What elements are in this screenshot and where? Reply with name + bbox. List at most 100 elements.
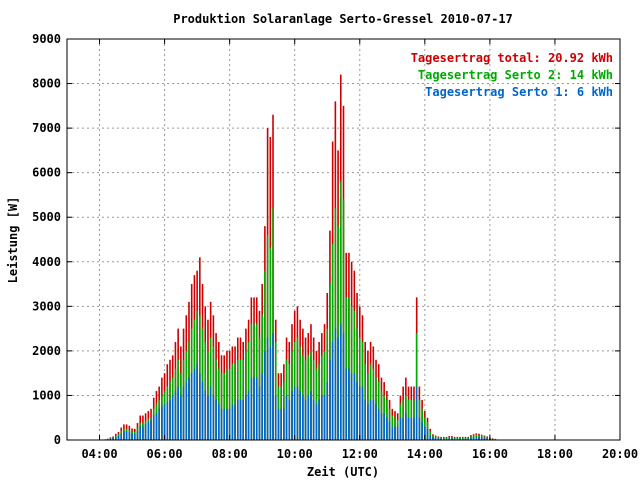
bar-serto-1: [339, 324, 342, 440]
bar-serto-1: [269, 346, 272, 440]
bar-serto-1: [383, 413, 385, 440]
bar-serto-1: [147, 422, 150, 440]
bar-serto-1: [185, 382, 188, 440]
bar-serto-1: [117, 435, 120, 440]
bar-serto-1: [139, 426, 141, 440]
bar-serto-1: [155, 413, 158, 440]
bar-serto-1: [215, 399, 217, 440]
bar-serto-1: [120, 433, 123, 440]
bar-serto-1: [453, 438, 456, 440]
bar-serto-1: [293, 386, 296, 440]
bar-serto-1: [345, 368, 348, 440]
bar-serto-1: [375, 404, 377, 440]
x-axis-ticks: 04:00 06:00 08:00 10:00 12:00 14:00 16:00 18:00…: [81, 39, 638, 461]
bar-serto-1: [467, 438, 469, 440]
bar-serto-1: [226, 408, 228, 440]
bar-serto-1: [234, 404, 236, 440]
bar-serto-1: [440, 438, 442, 440]
bar-serto-1: [133, 434, 136, 440]
bar-serto-1: [372, 399, 375, 440]
bar-serto-2: [212, 346, 215, 440]
bar-serto-1: [386, 417, 388, 440]
x-tick-label: 10:00: [277, 447, 313, 461]
bar-serto-1: [299, 390, 301, 440]
bar-serto-1: [277, 408, 280, 440]
legend-entry: Tagesertrag Serto 2: 14 kWh: [418, 68, 613, 82]
bar-serto-1: [190, 373, 193, 440]
bar-serto-2: [339, 181, 342, 441]
bar-serto-1: [158, 408, 160, 440]
bar-serto-1: [239, 399, 242, 440]
bar-serto-1: [228, 408, 231, 440]
bar-serto-1: [353, 373, 356, 440]
bar-serto-1: [432, 437, 434, 440]
bar-serto-1: [247, 390, 250, 440]
y-axis-ticks: 0 1000 2000 3000 4000 5000 6000 7000 8000 9000: [32, 32, 620, 447]
bar-serto-1: [283, 408, 285, 440]
bar-serto-1: [144, 424, 147, 440]
bar-serto-1: [380, 413, 383, 440]
bar-serto-1: [266, 337, 269, 440]
bar-serto-1: [356, 382, 358, 440]
bar-serto-1: [196, 364, 198, 440]
x-tick-label: 12:00: [342, 447, 378, 461]
bar-serto-1: [377, 408, 380, 440]
bar-serto-1: [231, 404, 234, 440]
bar-serto-1: [410, 417, 413, 440]
bar-serto-1: [201, 382, 204, 440]
bar-serto-1: [318, 399, 320, 440]
bar-serto-1: [188, 377, 190, 440]
bar-serto-1: [350, 373, 353, 440]
bar-serto-1: [424, 426, 426, 440]
bar-serto-1: [142, 426, 144, 440]
bar-serto-2: [269, 248, 272, 440]
bar-serto-1: [209, 386, 212, 440]
bar-serto-1: [391, 426, 394, 440]
bar-serto-1: [288, 399, 291, 440]
x-tick-label: 16:00: [472, 447, 508, 461]
bar-serto-2: [274, 341, 277, 440]
bar-serto-1: [437, 438, 440, 440]
x-tick-label: 06:00: [147, 447, 183, 461]
bar-serto-1: [253, 377, 255, 440]
bar-serto-1: [109, 438, 112, 440]
chart-bars: [104, 74, 499, 441]
bar-serto-1: [415, 386, 418, 440]
bar-serto-1: [193, 368, 196, 440]
x-tick-label: 18:00: [537, 447, 573, 461]
bar-serto-1: [478, 436, 480, 440]
bar-serto-1: [123, 431, 125, 440]
bar-serto-1: [296, 386, 299, 440]
bar-serto-1: [261, 373, 263, 440]
bar-serto-1: [199, 373, 201, 440]
y-tick-label: 9000: [32, 32, 61, 46]
bar-serto-1: [245, 395, 247, 440]
bar-serto-1: [223, 408, 226, 440]
bar-serto-1: [321, 395, 323, 440]
bar-serto-1: [112, 437, 114, 440]
bar-serto-1: [302, 395, 304, 440]
bar-serto-1: [315, 404, 318, 440]
bar-serto-2: [231, 364, 234, 440]
y-tick-label: 3000: [32, 299, 61, 313]
y-axis-label: Leistung [W]: [6, 197, 20, 284]
x-tick-label: 20:00: [602, 447, 638, 461]
bar-serto-1: [236, 399, 239, 440]
bar-serto-1: [329, 359, 331, 440]
bar-serto-1: [220, 408, 223, 440]
bar-serto-1: [218, 404, 220, 440]
bar-serto-1: [285, 395, 288, 440]
bar-serto-1: [461, 438, 464, 440]
legend-entry: Tagesertrag Serto 1: 6 kWh: [425, 85, 613, 99]
bar-serto-1: [174, 390, 177, 440]
bar-serto-1: [323, 395, 326, 440]
bar-serto-1: [331, 341, 334, 440]
bar-serto-1: [399, 417, 402, 440]
x-tick-label: 08:00: [212, 447, 248, 461]
bar-serto-1: [307, 395, 310, 440]
bar-serto-1: [394, 426, 396, 440]
bar-serto-1: [114, 436, 117, 440]
bar-serto-1: [464, 438, 467, 440]
bar-serto-1: [407, 417, 410, 440]
bar-serto-1: [486, 438, 488, 440]
